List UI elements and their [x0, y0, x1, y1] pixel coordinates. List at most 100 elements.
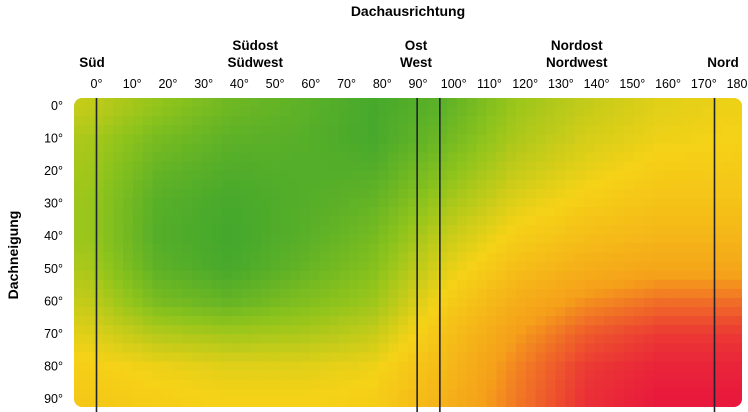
- heatmap-cell: [457, 252, 468, 263]
- heatmap-cell: [692, 125, 704, 135]
- heatmap-cell: [299, 261, 311, 272]
- heatmap-cell: [466, 170, 478, 181]
- heatmap-cell: [447, 361, 458, 372]
- heatmap-cell: [221, 243, 232, 254]
- heatmap-cell: [535, 279, 547, 290]
- heatmap-cell: [565, 370, 576, 381]
- heatmap-cell: [74, 370, 85, 381]
- heatmap-cell: [565, 343, 576, 354]
- heatmap-cell: [496, 352, 507, 363]
- heatmap-cell: [712, 143, 723, 154]
- heatmap-cell: [447, 343, 458, 354]
- heatmap-cell: [702, 134, 714, 145]
- heatmap-cell: [545, 207, 556, 217]
- heatmap-cell: [565, 179, 576, 190]
- heatmap-cell: [103, 352, 114, 363]
- heatmap-cell: [506, 307, 517, 317]
- heatmap-cell: [172, 361, 183, 372]
- heatmap-cell: [201, 270, 213, 281]
- heatmap-cell: [496, 343, 507, 354]
- heatmap-cell: [152, 161, 164, 172]
- heatmap-cell: [221, 279, 232, 290]
- heatmap-cell: [594, 98, 606, 108]
- heatmap-cell: [142, 361, 154, 372]
- heatmap-cell: [368, 297, 380, 308]
- heatmap-cell: [496, 161, 507, 172]
- heatmap-cell: [506, 279, 517, 290]
- heatmap-cell: [712, 161, 723, 172]
- heatmap-cell: [142, 225, 154, 235]
- heatmap-cell: [250, 279, 262, 290]
- heatmap-cell: [594, 279, 606, 290]
- heatmap-cell: [221, 397, 232, 407]
- heatmap-cell: [496, 225, 507, 235]
- heatmap-cell: [535, 334, 547, 344]
- heatmap-cell: [132, 134, 144, 145]
- heatmap-cell: [172, 243, 183, 254]
- heatmap-cell: [624, 397, 635, 407]
- heatmap-cell: [545, 307, 556, 317]
- heatmap-cell: [486, 170, 498, 181]
- heatmap-cell: [162, 270, 173, 281]
- heatmap-cell: [152, 279, 164, 290]
- heatmap-cell: [319, 107, 331, 117]
- heatmap-cell: [339, 279, 350, 290]
- heatmap-cell: [722, 388, 733, 399]
- heatmap-cell: [653, 288, 665, 299]
- heatmap-cell: [280, 270, 291, 281]
- heatmap-cell: [221, 352, 232, 363]
- heatmap-cell: [535, 116, 547, 126]
- heatmap-cell: [103, 134, 114, 145]
- heatmap-cell: [555, 316, 566, 326]
- heatmap-cell: [83, 188, 95, 199]
- heatmap-cell: [732, 143, 742, 154]
- heatmap-cell: [535, 388, 547, 399]
- heatmap-cell: [309, 270, 321, 281]
- heatmap-cell: [74, 125, 85, 135]
- heatmap-cell: [633, 316, 645, 326]
- heatmap-cell: [280, 143, 291, 154]
- heatmap-cell: [142, 197, 154, 208]
- heatmap-cell: [457, 270, 468, 281]
- heatmap-cell: [368, 361, 380, 372]
- heatmap-cell: [290, 197, 301, 208]
- heatmap-cell: [683, 325, 694, 335]
- heatmap-cell: [162, 234, 173, 245]
- heatmap-cell: [299, 361, 311, 372]
- heatmap-cell: [683, 152, 694, 163]
- heatmap-cell: [378, 397, 389, 407]
- heatmap-cell: [231, 116, 242, 126]
- heatmap-cell: [525, 352, 537, 363]
- heatmap-cell: [408, 225, 419, 235]
- heatmap-cell: [398, 170, 409, 181]
- heatmap-cell: [83, 125, 95, 135]
- heatmap-cell: [653, 216, 665, 226]
- heatmap-cell: [368, 234, 380, 245]
- heatmap-cell: [260, 170, 272, 181]
- heatmap-cell: [132, 279, 144, 290]
- heatmap-cell: [545, 116, 556, 126]
- heatmap-cell: [172, 170, 183, 181]
- heatmap-cell: [722, 197, 733, 208]
- heatmap-cell: [506, 107, 517, 117]
- heatmap-cell: [142, 307, 154, 317]
- heatmap-cell: [437, 125, 448, 135]
- heatmap-cell: [633, 152, 645, 163]
- heatmap-cell: [643, 116, 655, 126]
- heatmap-cell: [211, 225, 222, 235]
- heatmap-cell: [319, 216, 331, 226]
- heatmap-cell: [594, 379, 606, 390]
- heatmap-cell: [466, 225, 478, 235]
- heatmap-cell: [545, 161, 556, 172]
- heatmap-cell: [241, 161, 252, 172]
- heatmap-cell: [408, 161, 419, 172]
- heatmap-cell: [447, 143, 458, 154]
- heatmap-cell: [172, 388, 183, 399]
- heatmap-cell: [250, 188, 262, 199]
- heatmap-cell: [575, 316, 586, 326]
- heatmap-cell: [447, 216, 458, 226]
- heatmap-cell: [565, 161, 576, 172]
- heatmap-cell: [653, 388, 665, 399]
- heatmap-cell: [309, 352, 321, 363]
- heatmap-cell: [162, 307, 173, 317]
